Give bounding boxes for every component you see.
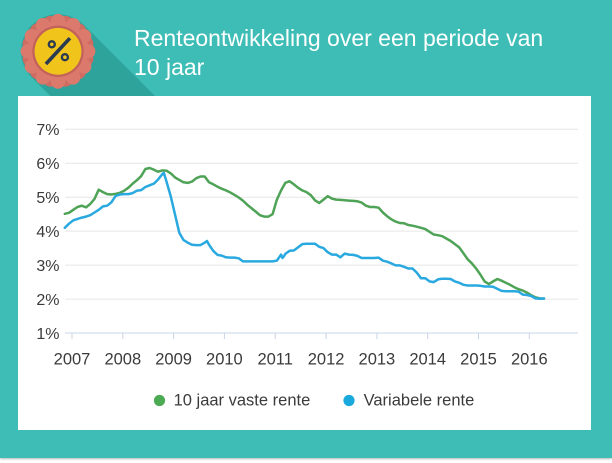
svg-text:2011: 2011	[257, 351, 292, 369]
svg-text:2009: 2009	[155, 351, 192, 369]
svg-text:5%: 5%	[36, 190, 59, 207]
svg-text:1%: 1%	[36, 326, 59, 343]
svg-text:7%: 7%	[36, 122, 59, 139]
svg-text:2%: 2%	[36, 292, 59, 309]
svg-text:10 jaar vaste rente: 10 jaar vaste rente	[174, 391, 311, 409]
svg-text:2016: 2016	[511, 351, 548, 369]
svg-text:2012: 2012	[308, 351, 345, 369]
svg-text:2014: 2014	[409, 351, 446, 369]
svg-text:2015: 2015	[460, 351, 497, 369]
svg-text:4%: 4%	[36, 224, 59, 241]
svg-text:3%: 3%	[36, 258, 59, 275]
svg-text:2008: 2008	[104, 351, 141, 369]
svg-text:2007: 2007	[54, 351, 91, 369]
svg-text:Variabele rente: Variabele rente	[364, 391, 475, 409]
svg-text:2013: 2013	[359, 351, 396, 369]
svg-text:6%: 6%	[36, 156, 59, 173]
svg-text:2010: 2010	[206, 351, 243, 369]
